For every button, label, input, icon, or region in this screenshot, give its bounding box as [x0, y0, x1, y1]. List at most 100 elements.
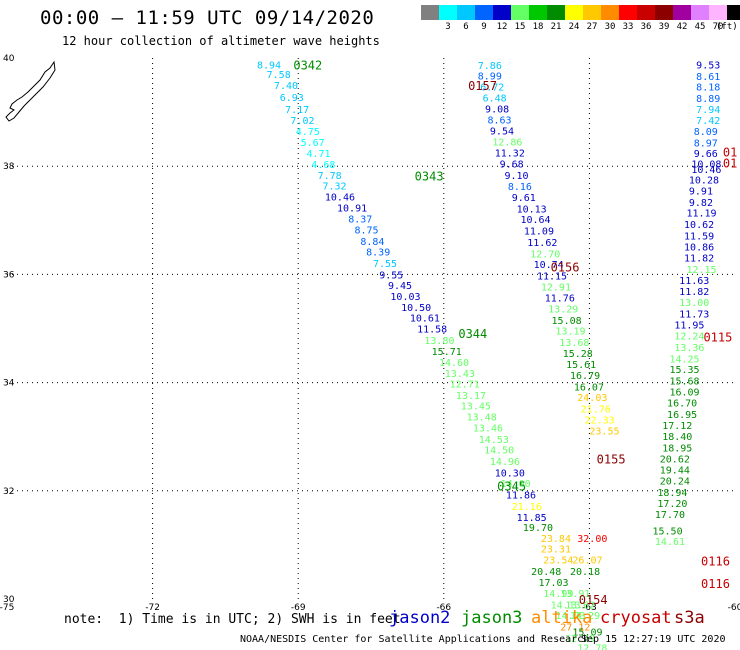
- scale-swatch: 45: [691, 5, 709, 32]
- wave-height-reading: 5.67: [301, 138, 325, 149]
- wave-height-reading: 32.00: [577, 534, 607, 545]
- satellite-legend-jason3: jason3: [461, 608, 523, 628]
- pass-time-label: 0115: [703, 331, 732, 345]
- wave-height-reading: 13.19: [555, 327, 585, 338]
- wave-height-reading: 12.24: [674, 332, 704, 343]
- wave-height-reading: 7.42: [696, 116, 720, 127]
- wave-height-reading: 4.68: [311, 160, 335, 171]
- wave-height-reading: 8.94: [257, 60, 281, 71]
- satellite-legend-altika: altika: [531, 608, 593, 628]
- pass-time-label: 0345: [497, 479, 526, 493]
- wave-height-reading: 23.54: [543, 556, 573, 567]
- wave-height-reading: 13.91: [560, 589, 590, 600]
- wave-height-reading: 17.12: [662, 421, 692, 432]
- wave-height-reading: 10.28: [689, 176, 719, 187]
- wave-height-reading: 15.50: [652, 526, 682, 537]
- wave-height-reading: 17.20: [657, 499, 687, 510]
- pass-time-label: 0156: [551, 260, 580, 274]
- page-title: 00:00 – 11:59 UTC 09/14/2020: [40, 7, 375, 29]
- wave-height-reading: 15.68: [669, 376, 699, 387]
- wave-height-reading: 6.93: [280, 93, 304, 104]
- wave-height-reading: 7.86: [478, 61, 502, 72]
- wave-height-reading: 9.45: [388, 281, 412, 292]
- wave-height-reading: 23.55: [589, 427, 619, 438]
- wave-height-reading: 8.18: [696, 83, 720, 94]
- scale-swatch-label: 12: [496, 22, 508, 32]
- wave-height-reading: 12.71: [450, 380, 480, 391]
- page-subtitle: 12 hour collection of altimeter wave hei…: [62, 34, 380, 48]
- wave-height-reading: 14.60: [439, 358, 469, 369]
- lat-tick-label: 36: [3, 270, 15, 280]
- wave-height-reading: 10.08: [691, 159, 721, 170]
- wave-height-reading: 9.53: [696, 60, 720, 71]
- wave-height-reading: 13.80: [424, 336, 454, 347]
- wave-height-reading: 10.13: [517, 204, 547, 215]
- wave-height-reading: 10.86: [684, 242, 714, 253]
- lon-tick-label: -75: [0, 603, 14, 613]
- wave-height-reading: 21.16: [512, 502, 542, 513]
- wave-height-reading: 8.09: [694, 127, 718, 138]
- scale-swatch: 33: [619, 5, 637, 32]
- satellite-legend-s3a: s3a: [674, 608, 705, 628]
- scale-swatch: 6: [457, 5, 475, 32]
- wave-height-reading: 11.76: [545, 294, 575, 305]
- wave-height-reading: 9.82: [689, 198, 713, 209]
- pass-time-label: 0343: [415, 169, 444, 183]
- wave-height-reading: 7.17: [285, 105, 309, 116]
- pass-label-partial: 01: [723, 146, 737, 160]
- wave-height-reading: 24.03: [577, 393, 607, 404]
- wave-height-reading: 11.86: [506, 491, 536, 502]
- wave-height-reading: 9.54: [490, 126, 514, 137]
- wave-height-reading: 20.62: [660, 454, 690, 465]
- wave-height-reading: 9.08: [485, 104, 509, 115]
- pass-time-label: 0342: [293, 58, 322, 72]
- scale-swatch-label: 39: [658, 22, 670, 32]
- scale-swatch-label: 15: [514, 22, 526, 32]
- wave-height-reading: 17.70: [655, 510, 685, 521]
- lat-tick-label: 32: [3, 487, 14, 497]
- lon-tick-label: -66: [436, 603, 451, 613]
- wave-height-reading: 16.09: [669, 387, 699, 398]
- wave-height-reading: 15.61: [566, 360, 596, 371]
- lat-tick-label: 40: [3, 54, 15, 64]
- scale-swatch: 30: [601, 5, 619, 32]
- wave-height-reading: 11.09: [524, 227, 554, 238]
- wave-height-reading: 11.58: [417, 325, 447, 336]
- scale-swatch-label: 36: [640, 22, 652, 32]
- wave-height-reading: 14.25: [669, 354, 699, 365]
- scale-swatch-label: 30: [604, 22, 616, 32]
- scale-swatch: [727, 5, 740, 20]
- wave-height-reading: 8.16: [508, 182, 532, 193]
- color-scale-legend: 3 6 9 12 15 18 21 24 27 30 33 36 39 42 45 70: [421, 5, 740, 32]
- wave-height-reading: 8.63: [487, 116, 511, 127]
- scale-swatch: 24: [565, 5, 583, 32]
- scale-unit-label: (ft): [716, 22, 738, 32]
- wave-height-reading: 7.55: [373, 259, 397, 270]
- pass-time-label: 0155: [597, 452, 626, 466]
- wave-height-reading: 8.75: [354, 225, 378, 236]
- wave-height-reading: 16.07: [574, 382, 604, 393]
- scale-swatch: 27: [583, 5, 601, 32]
- footer-timestamp: Sep 15 12:27:19 UTC 2020: [581, 634, 726, 645]
- scale-swatch-label: 27: [586, 22, 598, 32]
- scale-swatch: 9: [475, 5, 493, 32]
- wave-height-reading: 15.35: [669, 365, 699, 376]
- scale-swatch-label: 24: [568, 22, 580, 32]
- wave-height-reading: 10.64: [520, 215, 550, 226]
- wave-height-reading: 7.58: [267, 70, 291, 81]
- wave-height-reading: 14.61: [655, 537, 685, 548]
- lon-tick-label: -63: [582, 603, 597, 613]
- wave-height-reading: 13.48: [467, 413, 497, 424]
- scale-swatch-label: 18: [532, 22, 544, 32]
- pass-time-label: 0116: [701, 577, 730, 591]
- wave-height-reading: 26.07: [572, 556, 602, 567]
- lon-tick-label: -69: [291, 603, 306, 613]
- wave-height-reading: 15.09: [572, 627, 602, 638]
- wave-height-reading: 11.19: [686, 209, 716, 220]
- wave-height-reading: 10.46: [691, 165, 721, 176]
- footer-credit: NOAA/NESDIS Center for Satellite Applica…: [240, 634, 590, 645]
- wave-height-reading: 7.32: [322, 182, 346, 193]
- scale-swatch-label: 33: [622, 22, 634, 32]
- scale-swatch-label: 6: [463, 22, 469, 32]
- wave-height-reading: 9.91: [689, 187, 713, 198]
